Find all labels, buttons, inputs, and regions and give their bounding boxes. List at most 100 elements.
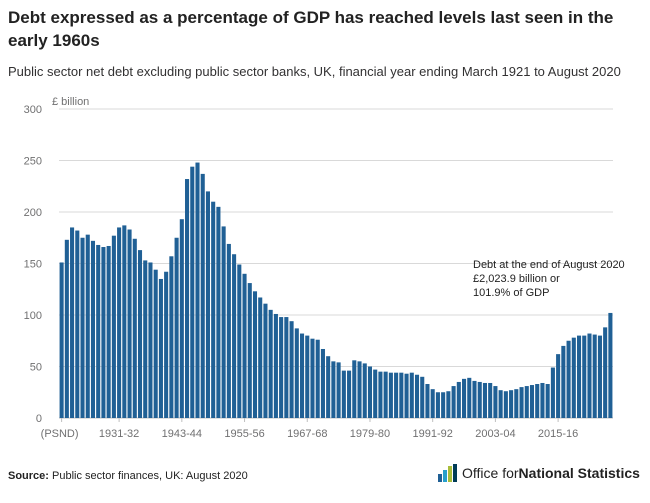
bar-1947-48[interactable] xyxy=(200,173,205,418)
bar-1926-27[interactable] xyxy=(90,240,96,418)
bar-undefined[interactable] xyxy=(592,334,597,418)
bar-1983-84[interactable] xyxy=(388,372,393,418)
bar-1933-34[interactable] xyxy=(127,229,132,418)
bar-1991-92[interactable] xyxy=(430,389,435,418)
bar-1955-56[interactable] xyxy=(242,273,247,418)
bar-1943-44[interactable] xyxy=(179,219,184,418)
bar-1971-72[interactable] xyxy=(326,356,331,418)
bar-1972-73[interactable] xyxy=(331,361,336,418)
bar-1966-67[interactable] xyxy=(299,333,305,418)
bar-1939-40[interactable] xyxy=(158,278,163,418)
bar-Aug 2020[interactable] xyxy=(582,335,587,418)
bar-2014-15[interactable] xyxy=(550,367,555,418)
bar-1950-51[interactable] xyxy=(216,206,221,418)
bar-1942-43[interactable] xyxy=(174,237,179,418)
bar-1986-87[interactable] xyxy=(404,373,409,418)
bar-1921-22[interactable] xyxy=(64,239,69,418)
bar-1945-46[interactable] xyxy=(190,166,195,418)
bar-1980-81[interactable] xyxy=(373,369,378,418)
bar-1965-66[interactable] xyxy=(294,328,299,418)
bar-2009-10[interactable] xyxy=(524,386,529,418)
bar-1968-69[interactable] xyxy=(310,338,315,418)
bar-2006-07[interactable] xyxy=(509,390,514,418)
bar-1927-28[interactable] xyxy=(96,244,101,418)
bar-1959-60[interactable] xyxy=(263,303,268,418)
bar-undefined[interactable] xyxy=(587,333,592,418)
bar-1924-25[interactable] xyxy=(80,237,85,418)
bar-2008-09[interactable] xyxy=(519,387,524,418)
bar-1987-88[interactable] xyxy=(409,372,414,418)
bar-2019-20[interactable] xyxy=(576,335,582,418)
bar-1970-71[interactable] xyxy=(320,348,325,418)
bar-2010-11[interactable] xyxy=(529,385,535,418)
bar-2012-13[interactable] xyxy=(540,382,545,418)
bar-1948-49[interactable] xyxy=(205,191,210,418)
bar-2000-01[interactable] xyxy=(477,381,482,418)
bar-1931-32[interactable] xyxy=(117,227,122,418)
bar-1952-53[interactable] xyxy=(226,243,231,418)
bar-1929-30[interactable] xyxy=(106,245,111,418)
bar-1975-76[interactable] xyxy=(347,370,352,418)
bar-1984-85[interactable] xyxy=(394,372,399,418)
bar-1979-80[interactable] xyxy=(367,366,373,419)
bar-1932-33[interactable] xyxy=(122,225,127,418)
bar-1976-77[interactable] xyxy=(352,360,357,418)
bar-1922-23[interactable] xyxy=(70,227,75,418)
bar-1920-21[interactable] xyxy=(59,262,64,418)
bar-1978-79[interactable] xyxy=(362,363,367,418)
bar-1963-64[interactable] xyxy=(284,317,289,418)
bar-2016-17[interactable] xyxy=(561,345,566,418)
bar-undefined[interactable] xyxy=(597,335,602,418)
bar-1994-95[interactable] xyxy=(446,391,451,418)
bar-1944-45[interactable] xyxy=(185,179,190,418)
bar-1934-35[interactable] xyxy=(132,238,137,418)
bar-1989-90[interactable] xyxy=(420,376,425,418)
bar-1956-57[interactable] xyxy=(247,283,252,418)
bar-1949-50[interactable] xyxy=(211,201,216,418)
bar-2001-02[interactable] xyxy=(482,382,487,418)
bar-1961-62[interactable] xyxy=(273,313,278,418)
bar-1941-42[interactable] xyxy=(169,256,174,418)
bar-1992-93[interactable] xyxy=(435,392,440,418)
bar-1969-70[interactable] xyxy=(315,339,320,418)
bar-2015-16[interactable] xyxy=(556,354,561,418)
bar-1988-89[interactable] xyxy=(414,374,420,418)
bar-1997-98[interactable] xyxy=(462,378,467,418)
bar-1981-82[interactable] xyxy=(378,371,383,418)
bar-1936-37[interactable] xyxy=(143,260,148,418)
bar-1937-38[interactable] xyxy=(148,262,153,418)
bar-1957-58[interactable] xyxy=(252,291,258,418)
bar-1998-99[interactable] xyxy=(467,377,472,418)
bar-1995-96[interactable] xyxy=(451,386,456,418)
bar-2005-06[interactable] xyxy=(503,391,508,418)
bar-1974-75[interactable] xyxy=(341,370,346,418)
bar-1930-31[interactable] xyxy=(111,235,116,418)
bar-1960-61[interactable] xyxy=(268,309,273,418)
bar-2018-19[interactable] xyxy=(571,337,576,418)
bar-1996-97[interactable] xyxy=(456,381,461,418)
bar-2002-03[interactable] xyxy=(488,382,493,418)
bar-2004-05[interactable] xyxy=(498,390,503,418)
bar-1946-47[interactable] xyxy=(195,162,200,418)
bar-1993-94[interactable] xyxy=(441,392,446,418)
bar-1985-86[interactable] xyxy=(399,372,404,418)
bar-2013-14[interactable] xyxy=(545,384,550,418)
bar-1951-52[interactable] xyxy=(221,226,226,418)
bar-1923-24[interactable] xyxy=(75,230,80,418)
bar-1935-36[interactable] xyxy=(137,250,143,418)
bar-1954-55[interactable] xyxy=(237,264,242,418)
bar-1940-41[interactable] xyxy=(164,271,169,418)
bar-2017-18[interactable] xyxy=(566,340,571,418)
bar-1953-54[interactable] xyxy=(232,254,237,418)
bar-1962-63[interactable] xyxy=(279,317,284,418)
bar-1990-91[interactable] xyxy=(425,384,430,418)
bar-1964-65[interactable] xyxy=(289,321,294,418)
bar-2011-12[interactable] xyxy=(535,384,540,418)
bar-1928-29[interactable] xyxy=(101,247,106,418)
bar-1973-74[interactable] xyxy=(336,362,341,418)
bar-1958-59[interactable] xyxy=(258,297,263,418)
bar-2003-04[interactable] xyxy=(493,386,498,418)
bar-2007-08[interactable] xyxy=(514,389,519,418)
bar-1977-78[interactable] xyxy=(357,361,362,418)
bar-1938-39[interactable] xyxy=(153,269,158,418)
